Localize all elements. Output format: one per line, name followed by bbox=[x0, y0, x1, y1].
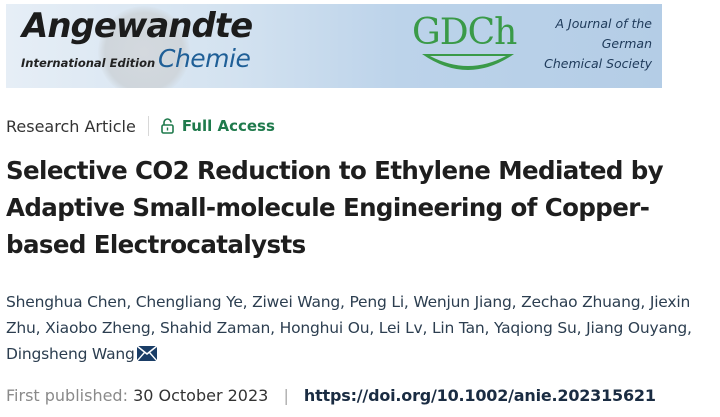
author-list: Shenghua Chen, Chengliang Ye, Ziwei Wang… bbox=[6, 289, 718, 367]
divider bbox=[147, 116, 149, 136]
gdch-logo-text: GDCh bbox=[412, 12, 517, 53]
journal-banner: Angewandte International Edition Chemie … bbox=[6, 4, 662, 88]
society-desc-line: A Journal of the bbox=[555, 16, 652, 31]
article-title: Selective CO2 Reduction to Ethylene Medi… bbox=[6, 156, 664, 259]
banner-circle-decoration bbox=[98, 6, 190, 88]
doi-link[interactable]: https://doi.org/10.1002/anie.202315621 bbox=[303, 386, 656, 405]
article-meta-row: Research Article Full Access bbox=[6, 114, 275, 138]
society-description: A Journal of the German Chemical Society bbox=[544, 14, 652, 74]
separator: | bbox=[283, 386, 289, 405]
article-type: Research Article bbox=[6, 116, 136, 136]
journal-edition: International Edition bbox=[21, 56, 156, 70]
published-label: First published: bbox=[6, 386, 128, 405]
journal-name-chemie: Chemie bbox=[158, 44, 251, 73]
gdch-logo: GDCh bbox=[412, 12, 524, 72]
access-badge: Full Access bbox=[161, 117, 275, 135]
society-desc-line: German bbox=[601, 36, 652, 51]
journal-name-angewandte: Angewandte bbox=[22, 6, 253, 46]
unlock-icon bbox=[161, 118, 174, 134]
published-date: 30 October 2023 bbox=[133, 386, 269, 405]
envelope-icon[interactable] bbox=[136, 346, 157, 361]
publication-info: First published: 30 October 2023 | https… bbox=[6, 386, 656, 405]
society-desc-line: Chemical Society bbox=[544, 56, 652, 71]
access-label: Full Access bbox=[181, 117, 275, 135]
gdch-smile-icon bbox=[422, 54, 514, 70]
authors-text[interactable]: Shenghua Chen, Chengliang Ye, Ziwei Wang… bbox=[6, 293, 692, 363]
